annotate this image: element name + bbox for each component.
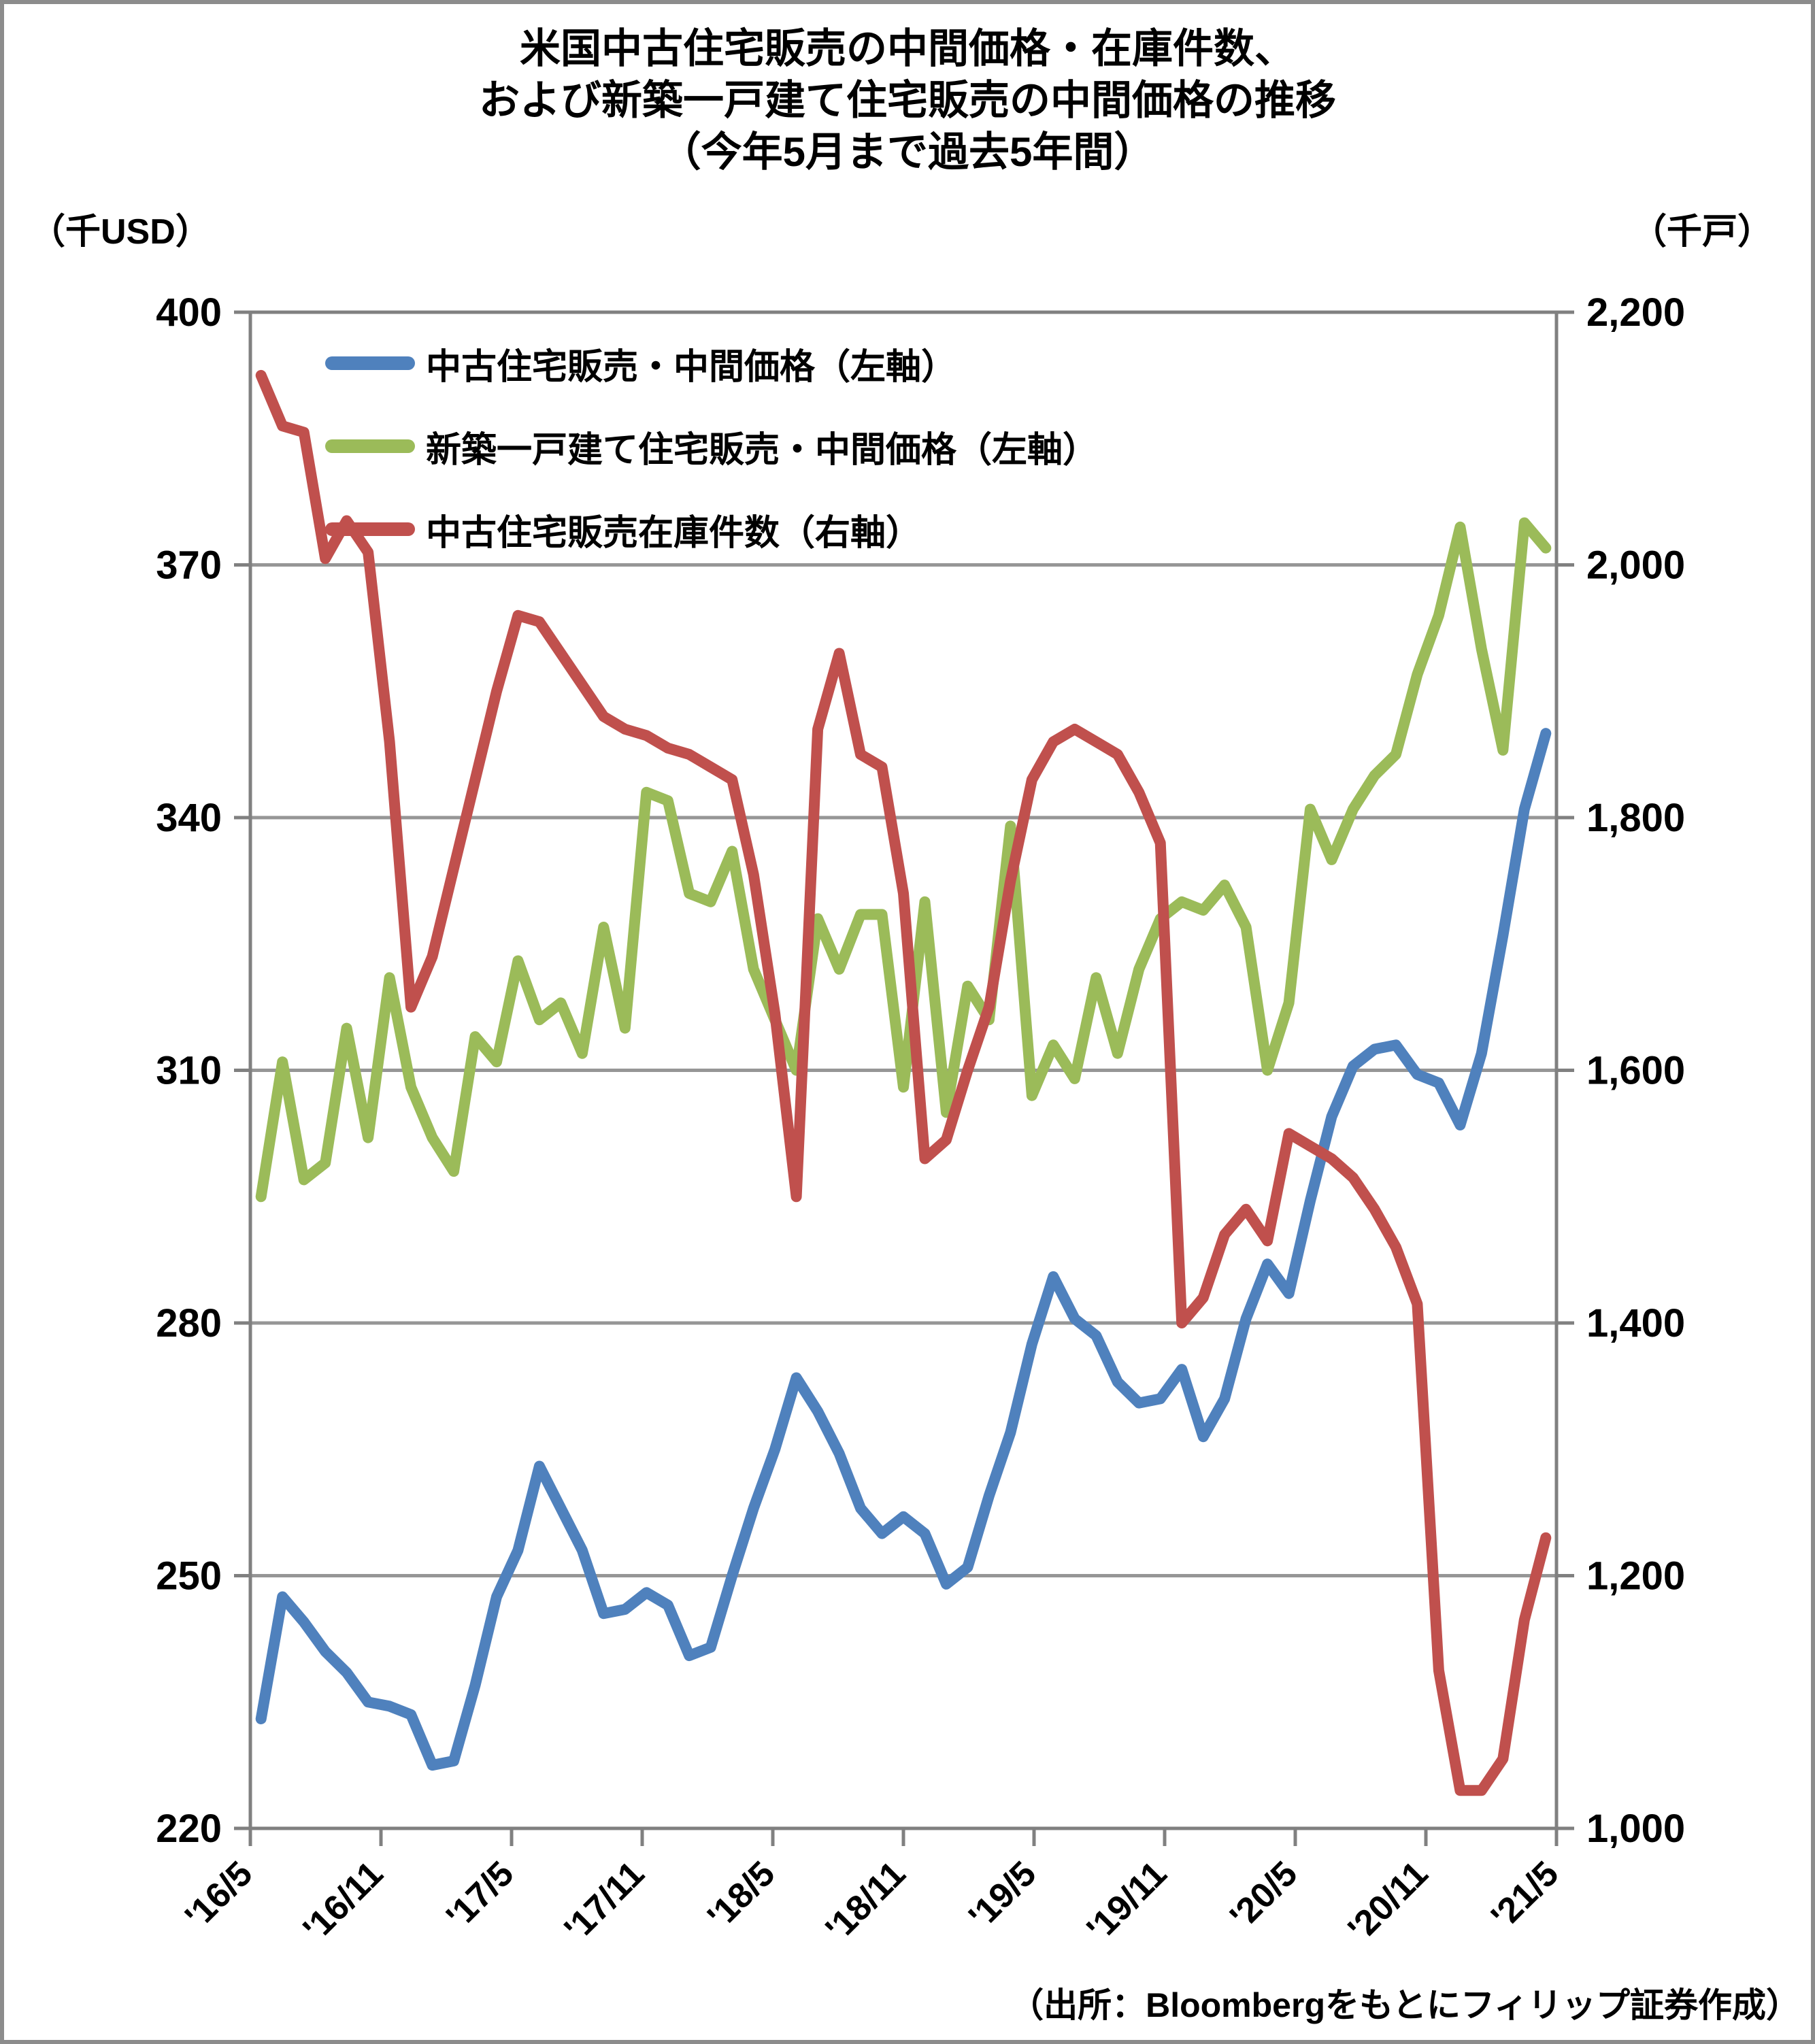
chart-title-line2: および新築一戸建て住宅販売の中間価格の推移	[479, 78, 1336, 123]
left-axis-tick-label-340: 340	[156, 796, 222, 840]
line-chart-canvas: 400 2,200 370 2,000 340 1,800 310 1,600 280 1,400…	[156, 290, 1685, 1949]
x-axis-tick-label-'20/11: '20/11	[1341, 1854, 1436, 1949]
right-axis-tick-label-1,400: 1,400	[1586, 1301, 1685, 1345]
right-axis-unit-label: （千戸）	[1631, 212, 1774, 252]
x-axis-tick-label-'16/11: '16/11	[296, 1854, 391, 1949]
x-axis-tick-label-'21/5: '21/5	[1484, 1854, 1566, 1936]
legend-label-newhome-median: 新築一戸建て住宅販売・中間価格（左軸）	[426, 430, 1099, 470]
legend-swatch-blue-line	[325, 356, 415, 370]
left-axis-unit-label: （千USD）	[30, 212, 211, 252]
left-axis-tick-label-370: 370	[156, 543, 222, 588]
legend-item-newhome-median: 新築一戸建て住宅販売・中間価格（左軸）	[325, 419, 1098, 473]
right-axis-tick-label-1,800: 1,800	[1586, 796, 1685, 840]
x-axis-tick-label-'16/5: '16/5	[178, 1854, 260, 1936]
legend-swatch-red-line	[325, 522, 415, 536]
legend-label-inventory: 中古住宅販売在庫件数（右軸）	[426, 513, 922, 553]
chart-legend: 中古住宅販売・中間価格（左軸） 新築一戸建て住宅販売・中間価格（左軸） 中古住宅…	[325, 336, 1098, 585]
right-axis-tick-label-1,000: 1,000	[1586, 1807, 1685, 1851]
x-axis-tick-label-'19/5: '19/5	[961, 1854, 1044, 1936]
legend-label-existing-median: 中古住宅販売・中間価格（左軸）	[426, 347, 957, 387]
right-axis-tick-label-1,200: 1,200	[1586, 1554, 1685, 1598]
series-line-2	[255, 369, 1552, 1796]
right-axis-tick-label-1,600: 1,600	[1586, 1049, 1685, 1093]
x-axis-tick-label-'19/11: '19/11	[1080, 1854, 1175, 1949]
x-axis-tick-label-'18/5: '18/5	[700, 1854, 782, 1936]
left-axis-tick-label-400: 400	[156, 290, 222, 335]
right-axis-tick-label-2,200: 2,200	[1586, 290, 1685, 335]
left-axis-tick-label-310: 310	[156, 1049, 222, 1093]
series-line-0	[255, 728, 1552, 1771]
chart-title-line1: 米国中古住宅販売の中間価格・在庫件数、	[520, 26, 1295, 71]
right-axis-tick-label-2,000: 2,000	[1586, 543, 1685, 588]
x-axis-tick-label-'17/5: '17/5	[439, 1854, 521, 1936]
legend-item-inventory: 中古住宅販売在庫件数（右軸）	[325, 502, 1098, 556]
chart-title-line3: （今年5月まで過去5年間）	[660, 129, 1155, 175]
series-line-1	[255, 517, 1552, 1203]
left-axis-tick-label-250: 250	[156, 1554, 222, 1598]
left-axis-tick-label-220: 220	[156, 1807, 222, 1851]
source-note: （出所：Bloombergをもとにフィリップ証券作成）	[1010, 1986, 1800, 2024]
x-axis-tick-label-'18/11: '18/11	[818, 1854, 914, 1949]
legend-item-existing-median: 中古住宅販売・中間価格（左軸）	[325, 336, 1098, 390]
x-axis-tick-label-'20/5: '20/5	[1222, 1854, 1305, 1936]
legend-swatch-green-line	[325, 439, 415, 453]
x-axis-tick-label-'17/11: '17/11	[557, 1854, 652, 1949]
left-axis-tick-label-280: 280	[156, 1301, 222, 1345]
